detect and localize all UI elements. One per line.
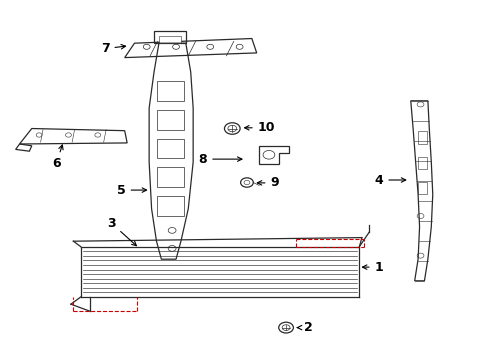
Text: 10: 10 [244, 121, 275, 134]
Text: 3: 3 [107, 217, 136, 246]
Text: 5: 5 [117, 184, 146, 197]
Bar [417, 131, 427, 144]
Text: 8: 8 [198, 153, 242, 166]
Bar [157, 110, 184, 130]
Bar [154, 31, 185, 43]
Text: 4: 4 [374, 174, 405, 186]
Text: 6: 6 [52, 145, 63, 170]
Bar [417, 157, 427, 169]
Bar [157, 167, 184, 187]
Text: 1: 1 [362, 261, 383, 274]
Bar [157, 81, 184, 101]
Text: 2: 2 [297, 321, 312, 334]
Bar [157, 196, 184, 216]
Bar [159, 36, 181, 43]
Bar [157, 139, 184, 158]
Bar [417, 182, 427, 194]
Text: 7: 7 [101, 42, 125, 55]
Text: 9: 9 [257, 176, 279, 189]
